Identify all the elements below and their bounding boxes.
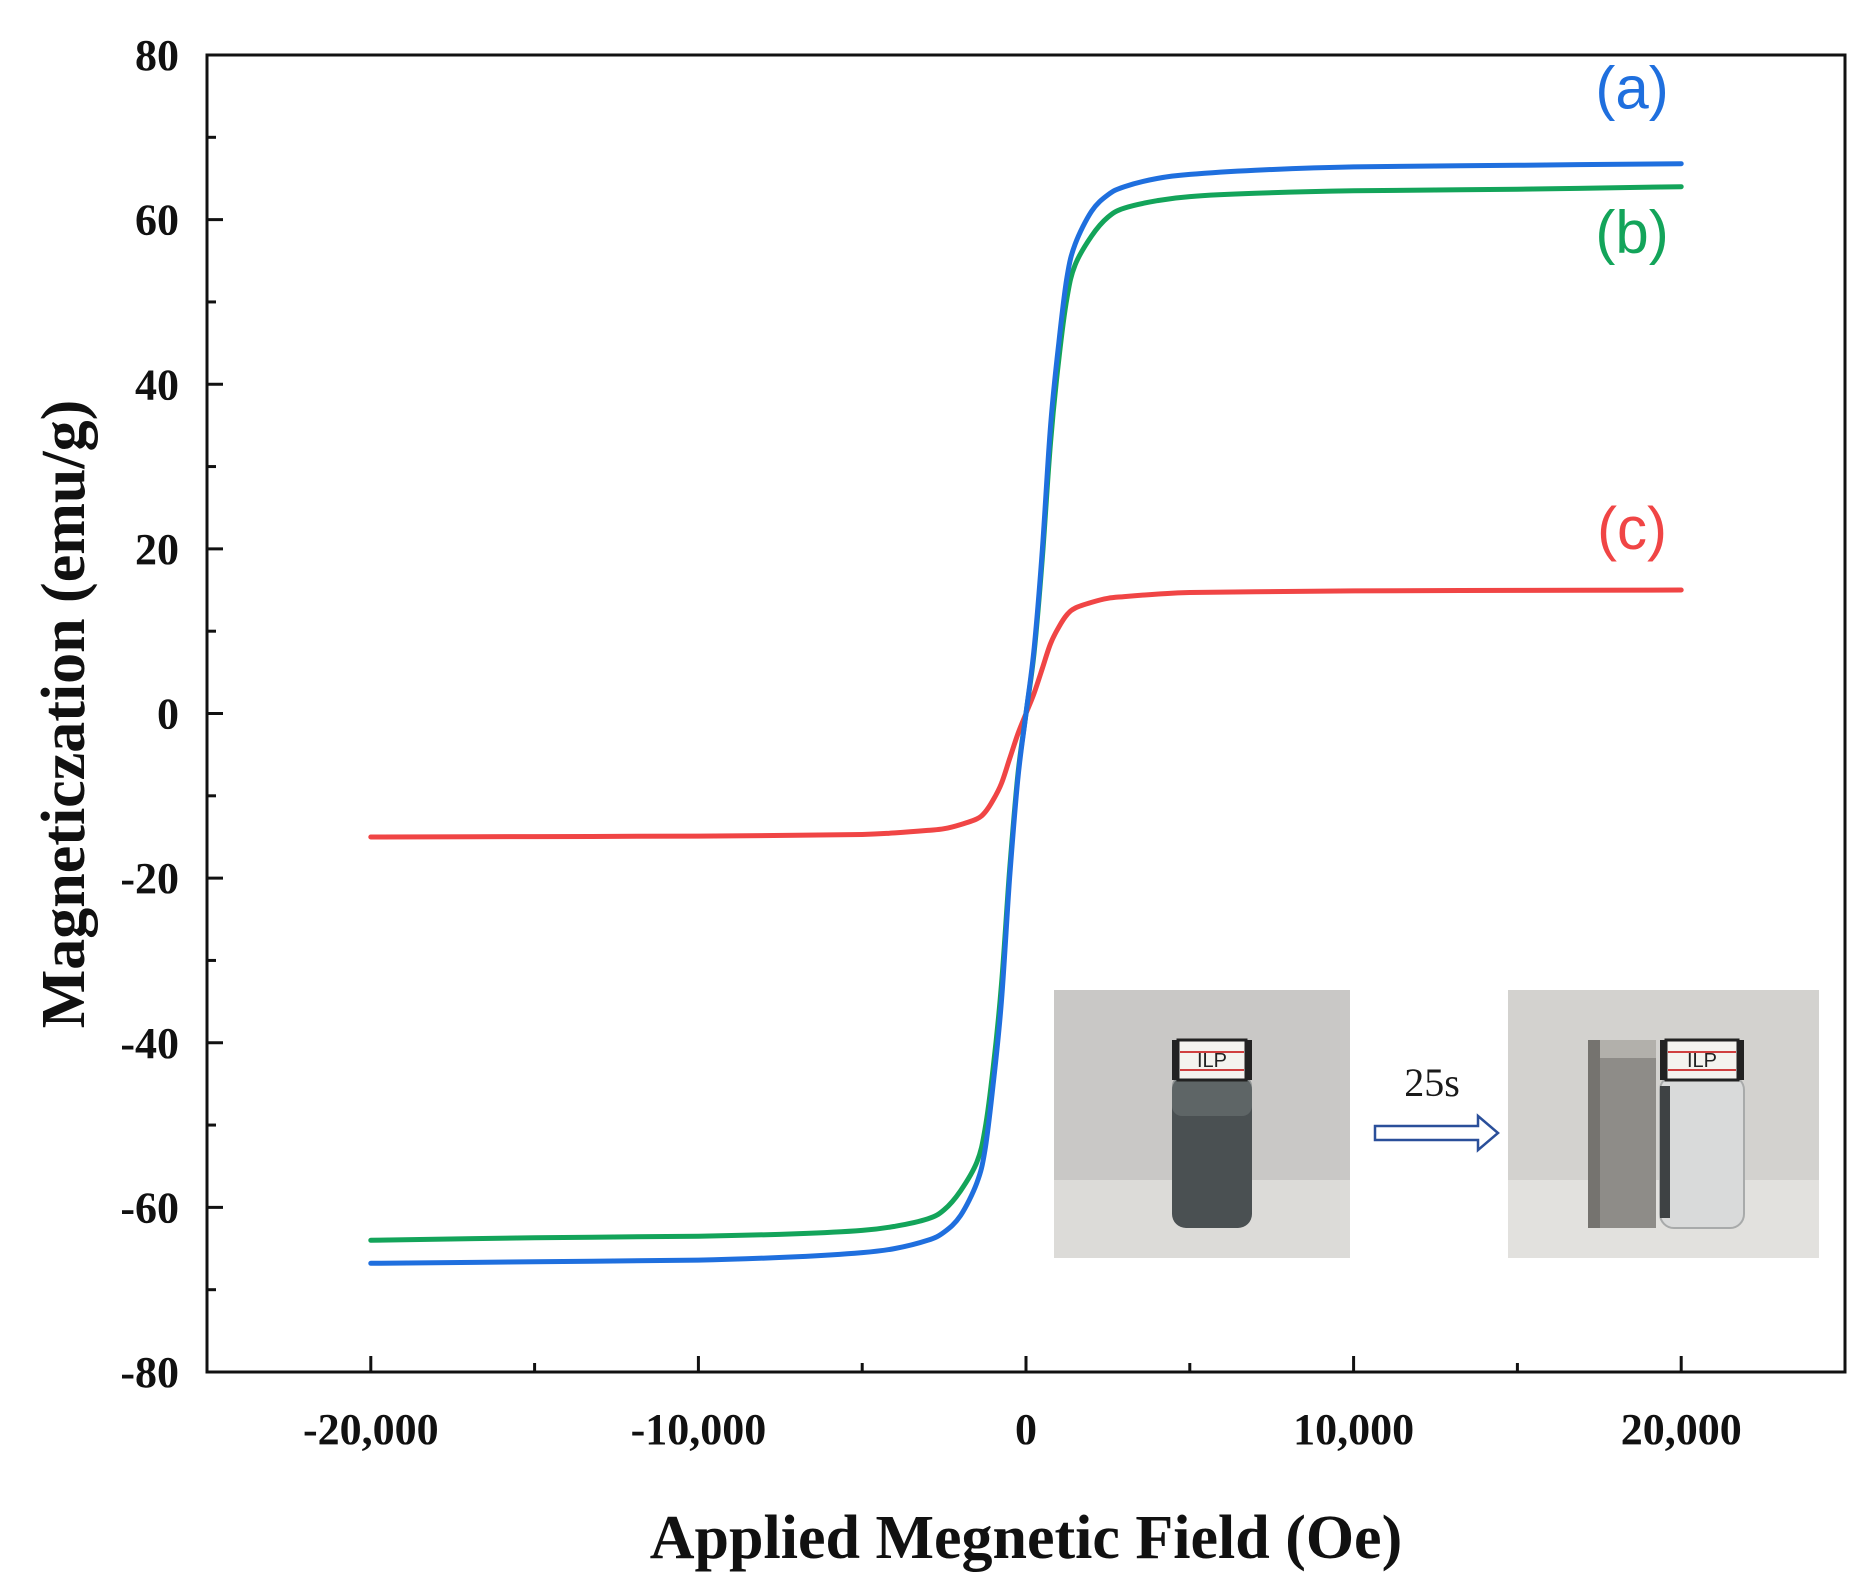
x-tick-label: -20,000 <box>303 1405 439 1454</box>
magnet-block-icon <box>1588 1040 1656 1228</box>
vial-separated-icon <box>1659 1038 1745 1229</box>
vial-label-before: ILP <box>1197 1050 1227 1072</box>
y-axis-title: Magneticzation (emu/g) <box>30 400 98 1028</box>
inset-photo-before: ILP <box>1054 990 1350 1258</box>
y-tick-label: -80 <box>120 1348 179 1397</box>
series-label-c: (c) <box>1597 495 1667 562</box>
y-tick-label: -20 <box>120 854 179 903</box>
arrow-right-icon <box>1373 1113 1500 1153</box>
inset-arrow: 25s <box>1373 1060 1500 1153</box>
arrow-time-label: 25s <box>1404 1060 1460 1105</box>
vial-label-after: ILP <box>1687 1050 1717 1072</box>
y-tick-label: 20 <box>135 525 179 574</box>
tick-labels: -20,000 -10,000 0 10,000 20,000 -80 -60 -40 -20 0… <box>120 31 1741 1454</box>
series-label-a: (a) <box>1595 55 1668 122</box>
series-line-a <box>368 161 1684 1266</box>
x-axis-title: Applied Megnetic Field (Oe) <box>650 1504 1402 1572</box>
series-labels: (a) (b) (c) <box>1595 55 1668 562</box>
vial-dispersed-icon <box>1172 1038 1252 1228</box>
x-tick-label: -10,000 <box>631 1405 767 1454</box>
y-tick-label: 0 <box>157 690 179 739</box>
y-tick-label: -40 <box>120 1019 179 1068</box>
x-tick-label: 10,000 <box>1293 1405 1414 1454</box>
series-label-b: (b) <box>1595 199 1668 266</box>
y-tick-label: 40 <box>135 360 179 409</box>
y-tick-label: 80 <box>135 31 179 80</box>
x-tick-label: 20,000 <box>1621 1405 1742 1454</box>
y-tick-label: -60 <box>120 1183 179 1232</box>
inset-photo-after: ILP <box>1508 990 1819 1258</box>
axis-ticks <box>207 53 1683 1374</box>
y-tick-label: 60 <box>135 196 179 245</box>
x-tick-label: 0 <box>1015 1405 1037 1454</box>
series-lines <box>368 161 1684 1266</box>
